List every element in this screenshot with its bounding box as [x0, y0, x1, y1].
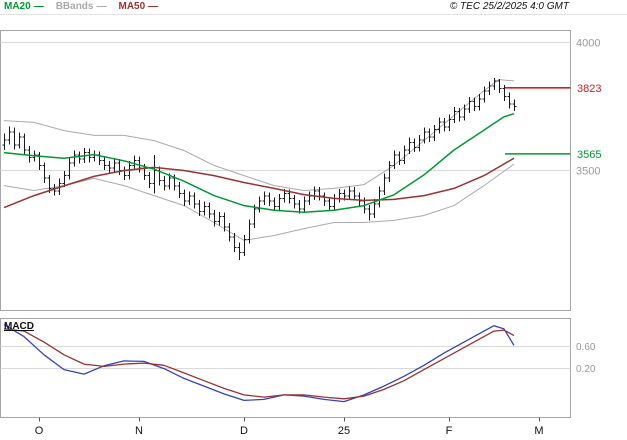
price-axis-label: 4000 — [576, 38, 600, 50]
legend-ma50-label: MA50 — [118, 1, 146, 12]
macd-panel-label: MACD — [4, 321, 34, 332]
macd-axis-label: 0.20 — [576, 364, 596, 375]
month-axis-label: 25 — [338, 425, 350, 437]
month-axis-label: D — [240, 425, 248, 437]
ma20-line — [3, 112, 515, 213]
legend-item-ma50: MA50 — — [118, 1, 158, 12]
month-axis-label: N — [135, 425, 143, 437]
macd-panel-border — [0, 318, 571, 418]
chart-header: MA20 — BBands — MA50 — © TEC 25/2/2025 4… — [0, 0, 627, 14]
legend-ma50-line-swatch: — — [148, 1, 159, 12]
bb-lower-line — [3, 163, 515, 241]
bb-upper-line — [3, 79, 515, 192]
month-axis-label: F — [446, 425, 453, 437]
legend-ma20-label: MA20 — [4, 1, 31, 12]
legend-ma20-line-swatch: — — [33, 1, 44, 12]
legend-bbands-label: BBands — [55, 1, 94, 12]
signal-line — [3, 328, 515, 400]
legend-bbands-line-swatch: — — [96, 1, 107, 12]
month-axis-label: O — [35, 425, 44, 437]
price-level-label: 3565 — [577, 149, 601, 161]
price-level-label: 3823 — [577, 83, 601, 95]
macd-axis-label: 0.60 — [576, 342, 596, 353]
price-axis-label: 3500 — [576, 166, 600, 178]
legend-item-bbands: BBands — — [56, 1, 107, 12]
macd-line — [3, 324, 515, 403]
chart-legend: MA20 — BBands — MA50 — — [4, 1, 158, 12]
ma50-line — [3, 157, 515, 209]
month-axis-label: M — [534, 425, 543, 437]
ohlc-bars — [2, 77, 517, 261]
legend-item-ma20: MA20 — — [4, 1, 44, 12]
copyright-timestamp: © TEC 25/2/2025 4:0 GMT — [449, 1, 569, 12]
